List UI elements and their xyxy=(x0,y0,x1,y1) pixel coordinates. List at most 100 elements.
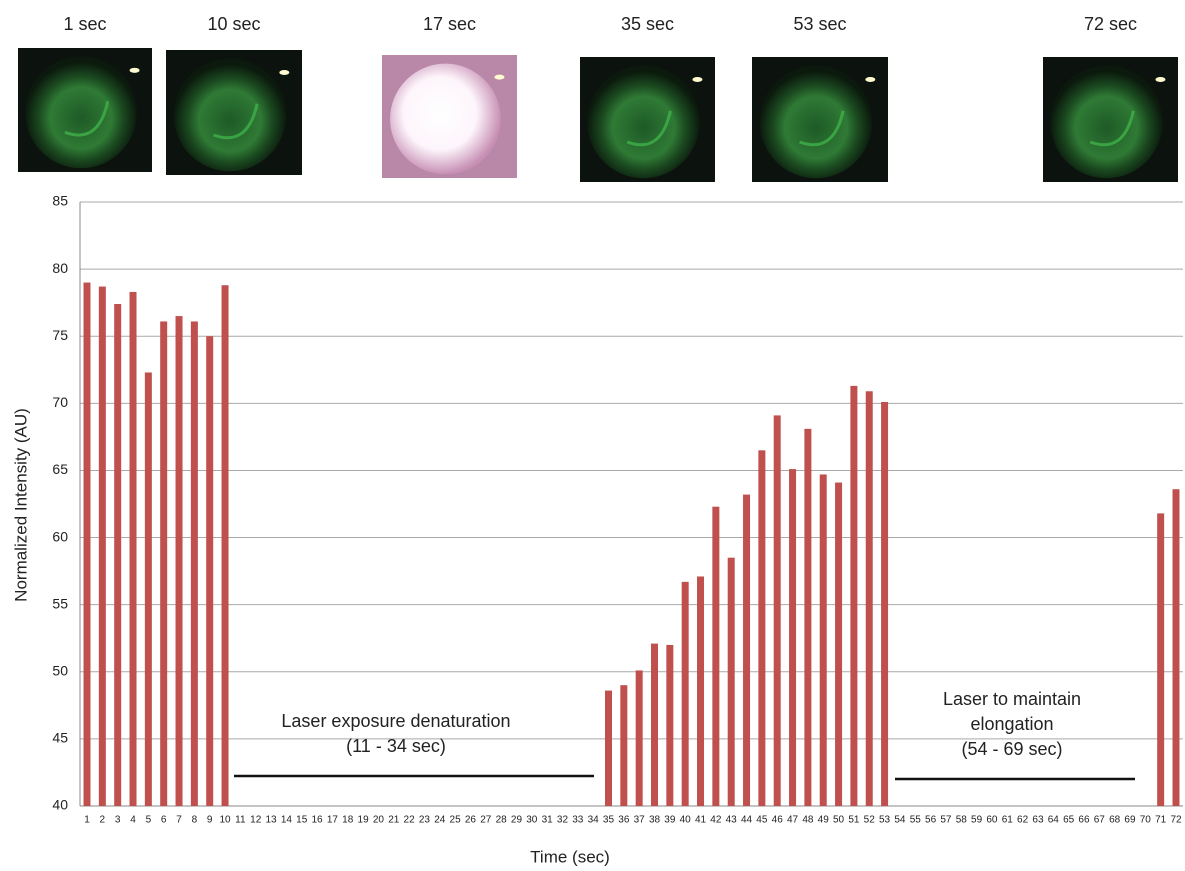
bar xyxy=(222,285,229,806)
x-tick-label: 7 xyxy=(176,815,182,826)
x-tick-label: 39 xyxy=(664,815,676,826)
y-tick-label: 45 xyxy=(52,730,68,746)
y-tick-label: 80 xyxy=(52,260,68,276)
x-tick-label: 3 xyxy=(115,815,121,826)
snapshot-spot xyxy=(692,77,702,82)
bar xyxy=(804,429,811,806)
x-tick-label: 60 xyxy=(986,815,998,826)
x-tick-label: 62 xyxy=(1017,815,1029,826)
bar xyxy=(620,685,627,806)
x-tick-label: 53 xyxy=(879,815,891,826)
snapshot-label: 72 sec xyxy=(1084,14,1137,34)
snapshot-label: 17 sec xyxy=(423,14,476,34)
x-tick-label: 67 xyxy=(1094,815,1106,826)
y-tick-label: 40 xyxy=(52,797,68,813)
snapshot-label: 35 sec xyxy=(621,14,674,34)
annotation: elongation xyxy=(970,714,1053,734)
bar xyxy=(666,645,673,806)
x-tick-label: 55 xyxy=(910,815,922,826)
bar xyxy=(758,450,765,806)
bar xyxy=(835,483,842,806)
x-tick-label: 34 xyxy=(588,815,600,826)
x-tick-label: 32 xyxy=(557,815,569,826)
x-tick-label: 41 xyxy=(695,815,707,826)
y-axis-title: Normalized Intensity (AU) xyxy=(11,408,30,602)
x-tick-label: 26 xyxy=(465,815,477,826)
x-tick-label: 28 xyxy=(496,815,508,826)
bar xyxy=(789,469,796,806)
annotation: (11 - 34 sec) xyxy=(346,736,446,756)
chart: Time (sec) Normalized Intensity (AU) 1 s… xyxy=(0,0,1185,871)
x-tick-label: 71 xyxy=(1155,815,1167,826)
snapshot-glow xyxy=(174,59,286,172)
x-tick-label: 50 xyxy=(833,815,845,826)
x-tick-label: 11 xyxy=(235,815,246,826)
x-tick-label: 48 xyxy=(802,815,814,826)
snapshot-glow xyxy=(760,66,873,179)
x-tick-label: 12 xyxy=(250,815,262,826)
x-tick-label: 1 xyxy=(84,815,90,826)
x-tick-label: 49 xyxy=(818,815,830,826)
x-tick-label: 29 xyxy=(511,815,523,826)
bar xyxy=(697,576,704,806)
annotation: Laser exposure denaturation xyxy=(281,711,510,731)
y-tick-label: 75 xyxy=(52,327,68,343)
x-tick-label: 4 xyxy=(130,815,136,826)
x-tick-label: 30 xyxy=(526,815,538,826)
x-tick-label: 57 xyxy=(940,815,952,826)
x-tick-label: 66 xyxy=(1078,815,1090,826)
snapshot-glow xyxy=(587,66,700,179)
x-tick-label: 56 xyxy=(925,815,937,826)
x-tick-label: 59 xyxy=(971,815,983,826)
snapshot-spot xyxy=(865,77,875,82)
snapshot-spot xyxy=(130,68,140,73)
snapshot-glow xyxy=(25,57,137,169)
x-tick-label: 70 xyxy=(1140,815,1152,826)
snapshot-label: 53 sec xyxy=(793,14,846,34)
bar xyxy=(712,507,719,806)
x-tick-label: 25 xyxy=(450,815,462,826)
x-tick-label: 45 xyxy=(756,815,768,826)
bar xyxy=(820,474,827,806)
x-tick-label: 24 xyxy=(434,815,446,826)
x-tick-label: 15 xyxy=(296,815,308,826)
snapshot-spot xyxy=(1155,77,1165,82)
x-tick-label: 9 xyxy=(207,815,213,826)
bar xyxy=(145,372,152,806)
y-tick-label: 70 xyxy=(52,394,68,410)
x-tick-label: 17 xyxy=(327,815,339,826)
x-tick-label: 14 xyxy=(281,815,293,826)
x-tick-label: 18 xyxy=(342,815,354,826)
x-tick-label: 19 xyxy=(358,815,370,826)
snapshot-spot xyxy=(279,70,289,75)
x-tick-label: 36 xyxy=(618,815,630,826)
annotation: (54 - 69 sec) xyxy=(961,739,1062,759)
bar xyxy=(774,415,781,806)
x-tick-label: 35 xyxy=(603,815,615,826)
x-tick-label: 47 xyxy=(787,815,799,826)
bar xyxy=(881,402,888,806)
bar xyxy=(682,582,689,806)
x-tick-label: 69 xyxy=(1124,815,1136,826)
bar xyxy=(114,304,121,806)
x-tick-label: 40 xyxy=(680,815,692,826)
bar xyxy=(160,321,167,806)
bar xyxy=(84,283,91,806)
x-tick-label: 63 xyxy=(1032,815,1044,826)
bar xyxy=(636,670,643,806)
x-tick-label: 68 xyxy=(1109,815,1121,826)
x-tick-label: 52 xyxy=(864,815,876,826)
x-tick-label: 61 xyxy=(1002,815,1014,826)
bar xyxy=(850,386,857,806)
x-tick-label: 21 xyxy=(388,815,400,826)
bar xyxy=(1157,513,1164,806)
bar xyxy=(1173,489,1180,806)
y-tick-label: 65 xyxy=(52,461,68,477)
y-tick-label: 85 xyxy=(52,193,68,209)
bar xyxy=(866,391,873,806)
x-tick-label: 10 xyxy=(219,815,231,826)
y-tick-label: 55 xyxy=(52,595,68,611)
annotation: Laser to maintain xyxy=(943,689,1081,709)
y-tick-label: 60 xyxy=(52,528,68,544)
bar xyxy=(176,316,183,806)
